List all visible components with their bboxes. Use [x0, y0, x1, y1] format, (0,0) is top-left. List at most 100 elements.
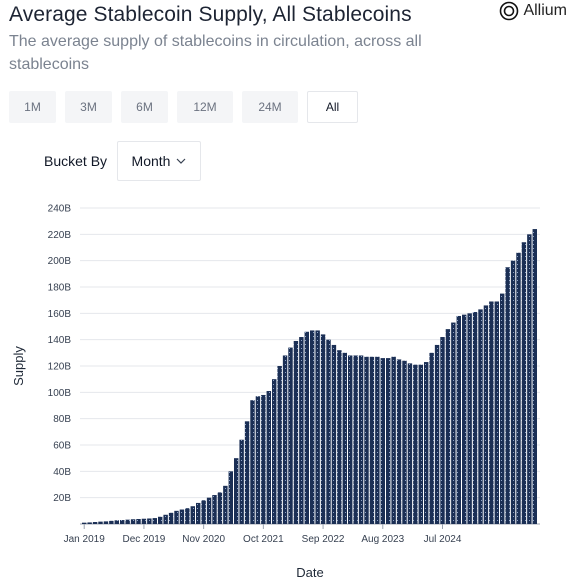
supply-bar[interactable] [380, 358, 385, 524]
supply-bar[interactable] [130, 519, 136, 524]
supply-bar[interactable] [190, 506, 195, 524]
supply-bar[interactable] [364, 356, 369, 524]
supply-bar[interactable] [163, 514, 168, 524]
supply-bar[interactable] [255, 396, 261, 524]
supply-bar[interactable] [358, 355, 364, 524]
y-tick-label: 240B [48, 204, 72, 215]
supply-bar[interactable] [413, 364, 418, 524]
supply-bar[interactable] [266, 391, 271, 524]
supply-bar[interactable] [342, 352, 347, 524]
supply-bar[interactable] [282, 355, 288, 524]
supply-bar[interactable] [250, 400, 255, 524]
supply-bar[interactable] [424, 362, 429, 524]
supply-bar[interactable] [326, 339, 331, 524]
supply-bar[interactable] [217, 492, 223, 524]
y-tick-label: 200B [48, 256, 72, 267]
supply-bar[interactable] [315, 330, 320, 524]
supply-bar[interactable] [451, 322, 456, 524]
supply-bar[interactable] [196, 502, 201, 524]
supply-bar[interactable] [478, 309, 483, 524]
y-tick-label: 160B [48, 309, 72, 320]
range-6m-button[interactable]: 6M [121, 91, 168, 123]
brand-logo[interactable]: Allium [499, 1, 567, 21]
supply-bar[interactable] [288, 347, 293, 524]
supply-bar[interactable] [440, 337, 445, 524]
supply-bar[interactable] [337, 350, 342, 524]
supply-bar[interactable] [505, 267, 510, 524]
supply-bar[interactable] [201, 500, 206, 524]
supply-bar[interactable] [375, 356, 380, 524]
supply-bar[interactable] [369, 356, 375, 524]
y-tick-label: 20B [53, 493, 71, 504]
supply-bar[interactable] [445, 329, 451, 524]
supply-bar[interactable] [402, 360, 407, 524]
supply-bar[interactable] [320, 334, 326, 524]
supply-bar[interactable] [331, 344, 337, 524]
supply-bar[interactable] [114, 520, 119, 524]
supply-bar[interactable] [120, 520, 125, 524]
range-3m-button[interactable]: 3M [65, 91, 112, 123]
supply-bar[interactable] [489, 301, 494, 524]
supply-bar[interactable] [141, 518, 147, 524]
supply-bar[interactable] [310, 330, 315, 524]
supply-bar[interactable] [206, 497, 212, 524]
supply-bar[interactable] [472, 312, 478, 524]
brand-name: Allium [523, 2, 567, 19]
supply-bar[interactable] [396, 359, 402, 524]
supply-bar[interactable] [228, 471, 233, 524]
range-24m-button[interactable]: 24M [242, 91, 298, 123]
supply-bar[interactable] [158, 516, 163, 524]
supply-bar[interactable] [109, 520, 114, 524]
supply-bar[interactable] [103, 521, 109, 524]
supply-bar[interactable] [456, 315, 461, 524]
supply-bar[interactable] [299, 337, 304, 524]
supply-bar[interactable] [407, 363, 413, 524]
range-1m-button[interactable]: 1M [9, 91, 56, 123]
x-tick-label: Dec 2019 [123, 534, 166, 545]
supply-bar[interactable] [98, 521, 103, 524]
supply-bar[interactable] [272, 379, 277, 524]
range-12m-button[interactable]: 12M [177, 91, 233, 123]
supply-bar[interactable] [136, 519, 141, 524]
supply-bar[interactable] [516, 252, 521, 524]
supply-bar[interactable] [293, 340, 299, 524]
supply-bar[interactable] [92, 522, 98, 524]
supply-bar[interactable] [483, 305, 489, 524]
supply-bar[interactable] [212, 495, 217, 524]
supply-bar[interactable] [510, 260, 516, 524]
supply-bar[interactable] [152, 518, 157, 524]
supply-bar[interactable] [462, 314, 467, 524]
range-all-button[interactable]: All [307, 91, 358, 123]
supply-bar[interactable] [304, 331, 309, 524]
bucket-by-select[interactable]: Month [117, 141, 201, 181]
supply-bar[interactable] [418, 364, 423, 524]
supply-bar[interactable] [391, 356, 396, 524]
supply-bar[interactable] [261, 394, 266, 524]
supply-bar[interactable] [239, 439, 244, 524]
supply-bar[interactable] [87, 522, 92, 524]
supply-bar[interactable] [125, 519, 130, 524]
supply-bar[interactable] [500, 293, 505, 524]
supply-bar[interactable] [467, 313, 472, 524]
supply-bar[interactable] [82, 522, 87, 524]
supply-bar[interactable] [353, 355, 358, 524]
supply-bar[interactable] [348, 355, 353, 524]
x-tick-label: Nov 2020 [182, 534, 225, 545]
supply-bar[interactable] [234, 458, 239, 524]
supply-bar[interactable] [147, 518, 152, 524]
supply-bar[interactable] [494, 301, 499, 524]
supply-bar[interactable] [532, 229, 537, 524]
supply-bar[interactable] [429, 352, 434, 524]
supply-bar[interactable] [223, 485, 228, 524]
supply-bar[interactable] [386, 358, 391, 524]
supply-bar[interactable] [434, 344, 440, 524]
supply-bar[interactable] [179, 509, 185, 524]
supply-bar[interactable] [174, 510, 179, 524]
supply-bar[interactable] [244, 421, 250, 524]
supply-bar[interactable] [277, 366, 282, 524]
supply-bar[interactable] [521, 242, 527, 525]
supply-bar[interactable] [527, 234, 532, 524]
supply-bar[interactable] [185, 508, 190, 524]
supply-bar-chart: 240B 220B 200B 180B 160B 140B 120B 100B 80B 60B 40… [11, 204, 540, 580]
supply-bar[interactable] [168, 512, 174, 524]
